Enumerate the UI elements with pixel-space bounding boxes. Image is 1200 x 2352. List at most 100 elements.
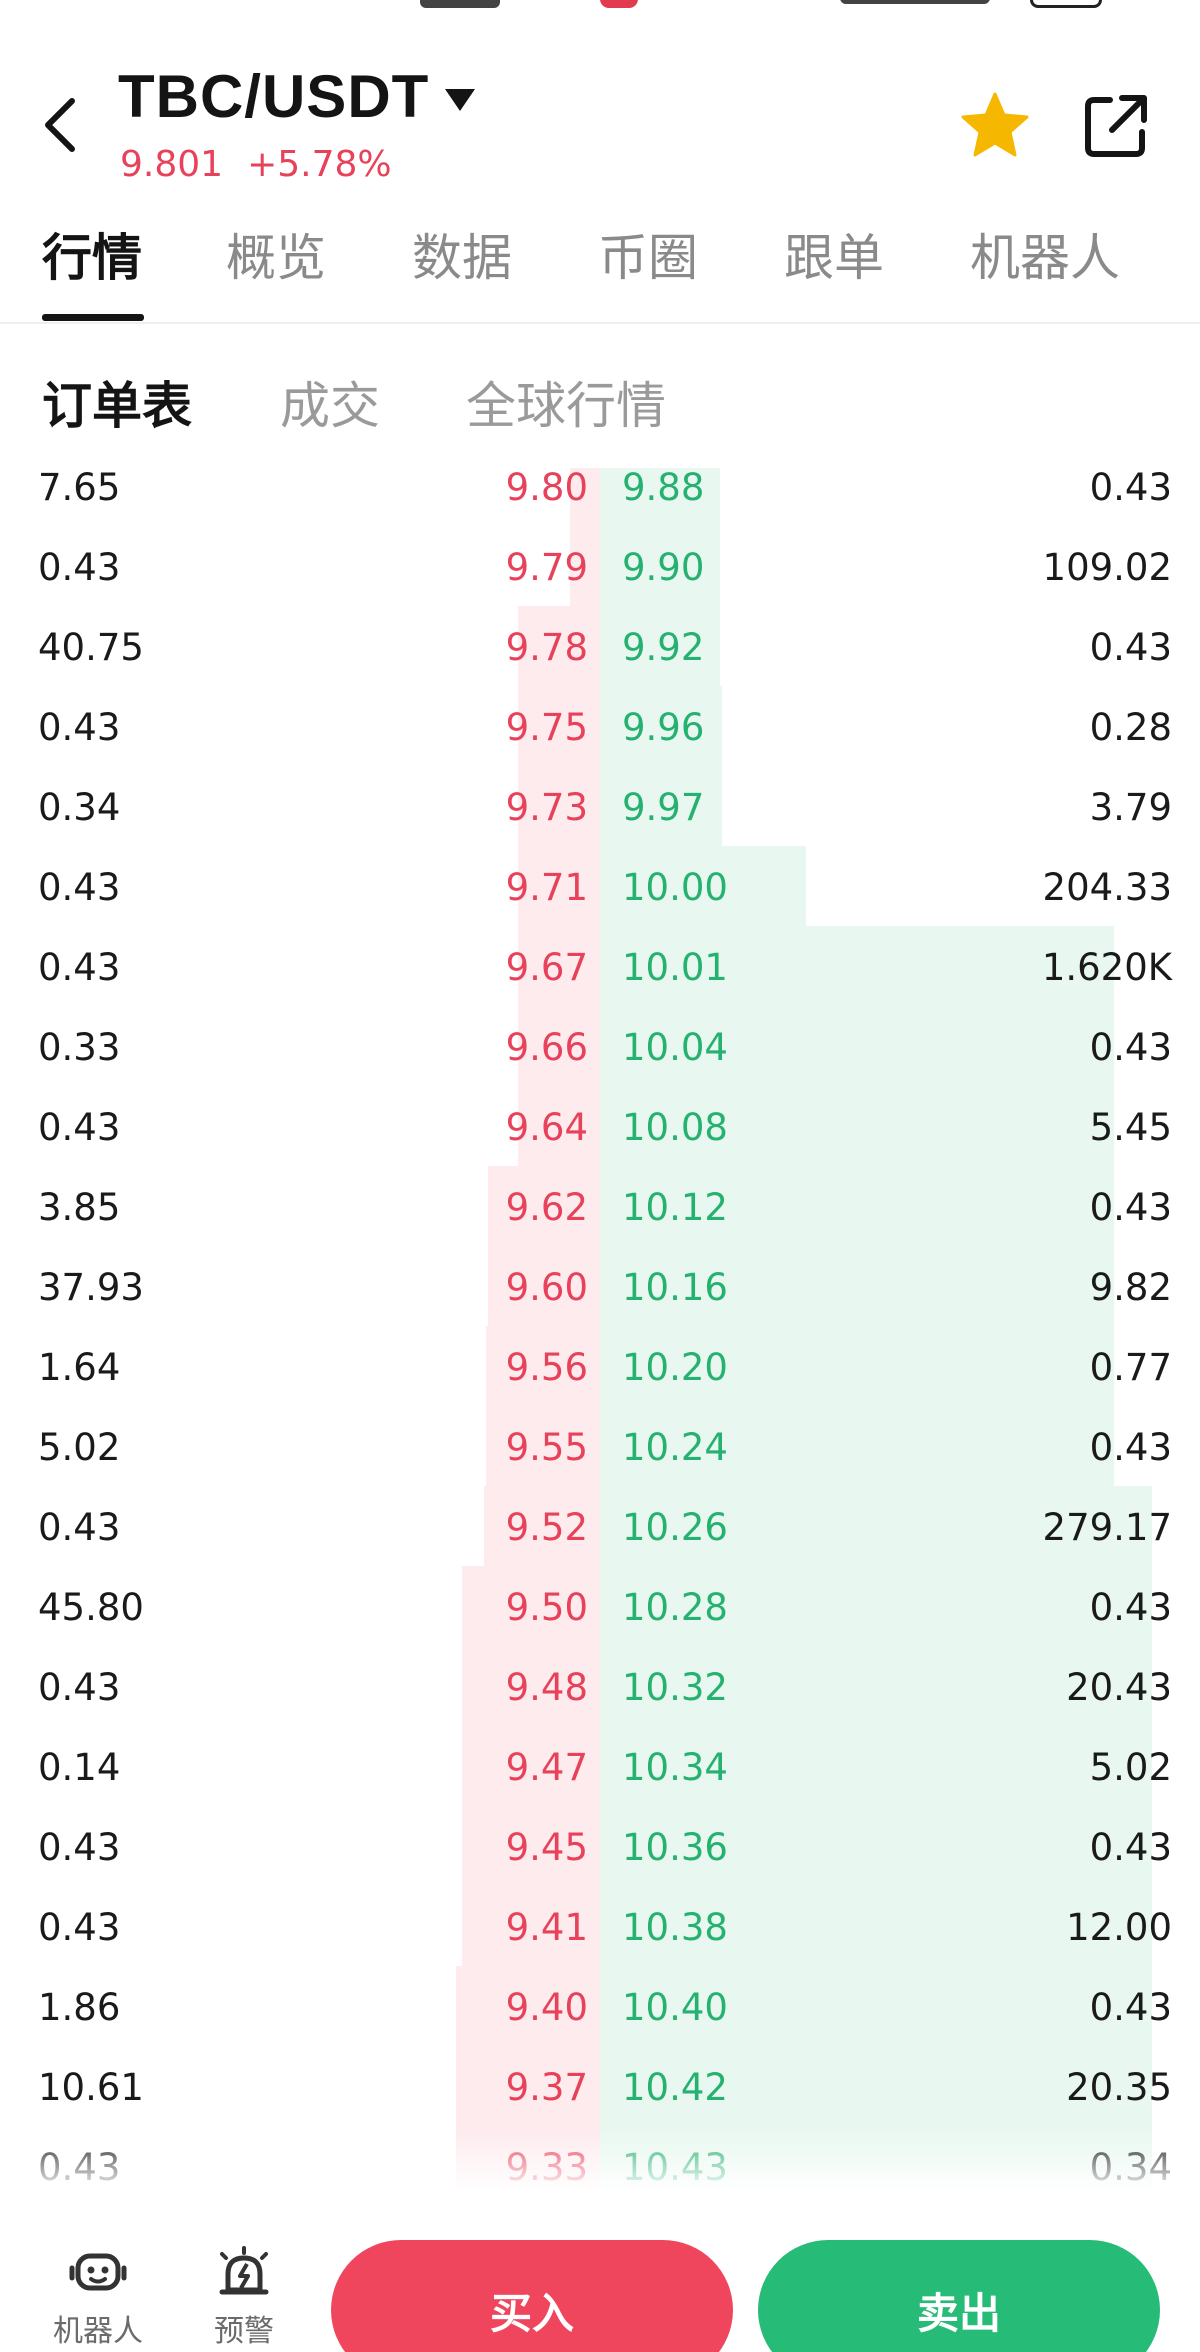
bid-price: 9.50 [505, 1586, 588, 1629]
bid-amount: 45.80 [38, 1586, 144, 1629]
bid-depth-bar [462, 1566, 600, 1646]
pair-selector[interactable]: TBC/USDT [118, 62, 476, 131]
order-book-row[interactable]: 5.02 9.55 10.24 0.43 [0, 1406, 1200, 1486]
last-price: 9.801 [120, 144, 224, 185]
ask-depth-bar [600, 1566, 1152, 1646]
dropdown-caret-icon [445, 88, 476, 111]
header: TBC/USDT 9.801 +5.78% [0, 40, 1200, 200]
ask-depth-bar [600, 468, 720, 526]
ask-depth-bar [600, 926, 1114, 1006]
price-summary: 9.801 +5.78% [120, 144, 392, 185]
order-book-row[interactable]: 7.65 9.80 9.88 0.43 [0, 468, 1200, 526]
ask-amount: 204.33 [1042, 866, 1172, 909]
bid-price: 9.60 [505, 1266, 588, 1309]
bot-shortcut[interactable]: 机器人 [38, 2246, 158, 2350]
order-book-row[interactable]: 37.93 9.60 10.16 9.82 [0, 1246, 1200, 1326]
bid-depth-bar [518, 1086, 600, 1166]
subtab-order-book[interactable]: 订单表 [42, 377, 192, 435]
ask-price: 9.92 [622, 626, 705, 669]
ask-depth-bar [600, 2046, 1152, 2126]
tab-overview[interactable]: 概览 [226, 229, 326, 287]
ask-price: 9.90 [622, 546, 705, 589]
order-book-row[interactable]: 0.33 9.66 10.04 0.43 [0, 1006, 1200, 1086]
order-book-row[interactable]: 0.43 9.67 10.01 1.620K [0, 926, 1200, 1006]
ask-depth-bar [600, 846, 806, 926]
subtab-global-market[interactable]: 全球行情 [466, 377, 666, 435]
order-book-row[interactable]: 0.34 9.73 9.97 3.79 [0, 766, 1200, 846]
order-book-row[interactable]: 0.43 9.41 10.38 12.00 [0, 1886, 1200, 1966]
bid-depth-bar [484, 1486, 600, 1566]
order-book-row[interactable]: 0.43 9.48 10.32 20.43 [0, 1646, 1200, 1726]
ask-amount: 12.00 [1066, 1906, 1172, 1949]
bid-price: 9.37 [505, 2066, 588, 2109]
ask-amount: 0.77 [1089, 1346, 1172, 1389]
tab-coin-circle[interactable]: 币圈 [598, 229, 698, 287]
bid-amount: 7.65 [38, 468, 121, 509]
favorite-button[interactable] [955, 86, 1035, 166]
bid-amount: 5.02 [38, 1426, 121, 1469]
alert-shortcut[interactable]: 预警 [184, 2246, 304, 2350]
ask-amount: 3.79 [1089, 786, 1172, 829]
ask-price: 10.24 [622, 1426, 728, 1469]
order-book-row[interactable]: 0.43 9.79 9.90 109.02 [0, 526, 1200, 606]
bid-price: 9.52 [505, 1506, 588, 1549]
ask-price: 10.00 [622, 866, 728, 909]
tab-bots[interactable]: 机器人 [970, 229, 1120, 287]
bid-price: 9.64 [505, 1106, 588, 1149]
order-book-row[interactable]: 0.14 9.47 10.34 5.02 [0, 1726, 1200, 1806]
bid-price: 9.40 [505, 1986, 588, 2029]
tab-market[interactable]: 行情 [42, 229, 142, 287]
buy-button[interactable]: 买入 [331, 2240, 733, 2352]
bid-price: 9.55 [505, 1426, 588, 1469]
bid-price: 9.47 [505, 1746, 588, 1789]
bid-amount: 0.43 [38, 1906, 121, 1949]
bid-depth-bar [518, 846, 600, 926]
order-book-row[interactable]: 0.43 9.45 10.36 0.43 [0, 1806, 1200, 1886]
order-book-row[interactable]: 3.85 9.62 10.12 0.43 [0, 1166, 1200, 1246]
ask-amount: 0.43 [1089, 1186, 1172, 1229]
bid-amount: 0.43 [38, 1506, 121, 1549]
ask-depth-bar [600, 686, 722, 766]
bid-price: 9.62 [505, 1186, 588, 1229]
change-percent: +5.78% [247, 144, 392, 185]
order-book-row[interactable]: 40.75 9.78 9.92 0.43 [0, 606, 1200, 686]
back-button[interactable] [30, 90, 90, 160]
subtab-trades[interactable]: 成交 [280, 377, 380, 435]
ask-amount: 0.43 [1089, 626, 1172, 669]
ask-depth-bar [600, 1326, 1114, 1406]
order-book-row[interactable]: 1.64 9.56 10.20 0.77 [0, 1326, 1200, 1406]
order-book-row[interactable]: 0.43 9.75 9.96 0.28 [0, 686, 1200, 766]
order-book-row[interactable]: 45.80 9.50 10.28 0.43 [0, 1566, 1200, 1646]
order-book[interactable]: 7.65 9.80 9.88 0.43 0.43 9.79 9.90 109.02 40.75 9… [0, 468, 1200, 2190]
bid-depth-bar [486, 1326, 600, 1406]
order-book-row[interactable]: 0.43 9.52 10.26 279.17 [0, 1486, 1200, 1566]
recording-indicator-icon [600, 0, 638, 8]
bid-price: 9.78 [505, 626, 588, 669]
bid-amount: 3.85 [38, 1186, 121, 1229]
ask-depth-bar [600, 1886, 1152, 1966]
bid-depth-bar [488, 1246, 600, 1326]
ask-depth-bar [600, 1966, 1152, 2046]
ask-amount: 0.43 [1089, 1826, 1172, 1869]
order-book-row[interactable]: 1.86 9.40 10.40 0.43 [0, 1966, 1200, 2046]
share-button[interactable] [1076, 86, 1156, 166]
ask-depth-bar [600, 1646, 1152, 1726]
tab-data[interactable]: 数据 [412, 229, 512, 287]
ask-amount: 5.02 [1089, 1746, 1172, 1789]
ask-depth-bar [600, 1166, 1114, 1246]
bid-price: 9.48 [505, 1666, 588, 1709]
bid-amount: 0.43 [38, 706, 121, 749]
order-book-row[interactable]: 0.43 9.64 10.08 5.45 [0, 1086, 1200, 1166]
star-icon [961, 92, 1029, 157]
ask-depth-bar [600, 766, 722, 846]
bid-depth-bar [518, 766, 600, 846]
order-book-row[interactable]: 0.43 9.71 10.00 204.33 [0, 846, 1200, 926]
ask-price: 10.40 [622, 1986, 728, 2029]
sell-button[interactable]: 卖出 [758, 2240, 1160, 2352]
ask-amount: 0.43 [1089, 1586, 1172, 1629]
ask-depth-bar [600, 1806, 1152, 1886]
order-book-row[interactable]: 10.61 9.37 10.42 20.35 [0, 2046, 1200, 2126]
tab-copy-trading[interactable]: 跟单 [784, 229, 884, 287]
ask-price: 10.42 [622, 2066, 728, 2109]
bid-amount: 0.43 [38, 946, 121, 989]
